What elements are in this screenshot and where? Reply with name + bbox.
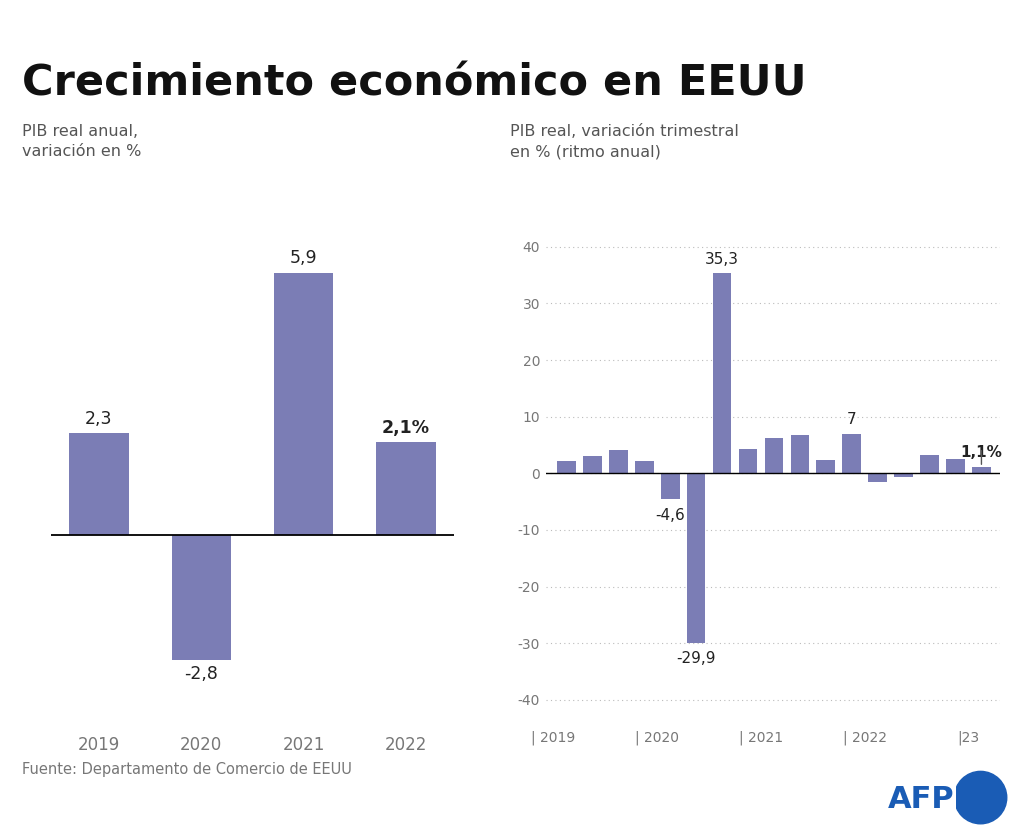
- Bar: [946, 459, 964, 473]
- Bar: [274, 273, 333, 535]
- Bar: [712, 274, 731, 473]
- Text: PIB real anual,
variación en %: PIB real anual, variación en %: [22, 124, 142, 159]
- Bar: [842, 433, 860, 473]
- Bar: [583, 456, 601, 473]
- Bar: [867, 473, 887, 482]
- Text: 5,9: 5,9: [289, 249, 317, 267]
- Text: -29,9: -29,9: [676, 651, 715, 666]
- Bar: [894, 473, 912, 477]
- Circle shape: [954, 771, 1006, 824]
- Text: Crecimiento económico en EEUU: Crecimiento económico en EEUU: [22, 63, 806, 105]
- Bar: [171, 535, 230, 660]
- Text: -4,6: -4,6: [654, 508, 685, 522]
- Bar: [69, 433, 128, 535]
- Bar: [686, 473, 705, 643]
- Text: 35,3: 35,3: [704, 252, 739, 267]
- Bar: [815, 460, 835, 473]
- Text: -2,8: -2,8: [184, 665, 218, 684]
- Bar: [738, 449, 756, 473]
- Text: AFP: AFP: [887, 785, 953, 814]
- Bar: [971, 467, 989, 473]
- Bar: [376, 442, 435, 535]
- Text: 2,1%: 2,1%: [381, 418, 429, 437]
- Bar: [634, 461, 653, 473]
- Bar: [660, 473, 679, 499]
- Text: 2,3: 2,3: [86, 410, 113, 428]
- Text: 7: 7: [846, 412, 856, 427]
- Bar: [556, 461, 575, 473]
- Text: PIB real, variación trimestral
en % (ritmo anual): PIB real, variación trimestral en % (rit…: [510, 124, 738, 159]
- Bar: [919, 455, 937, 473]
- Bar: [790, 435, 808, 473]
- Text: 1,1%: 1,1%: [960, 445, 1002, 460]
- Bar: [764, 438, 783, 473]
- Bar: [608, 450, 627, 473]
- Text: Fuente: Departamento de Comercio de EEUU: Fuente: Departamento de Comercio de EEUU: [22, 762, 352, 777]
